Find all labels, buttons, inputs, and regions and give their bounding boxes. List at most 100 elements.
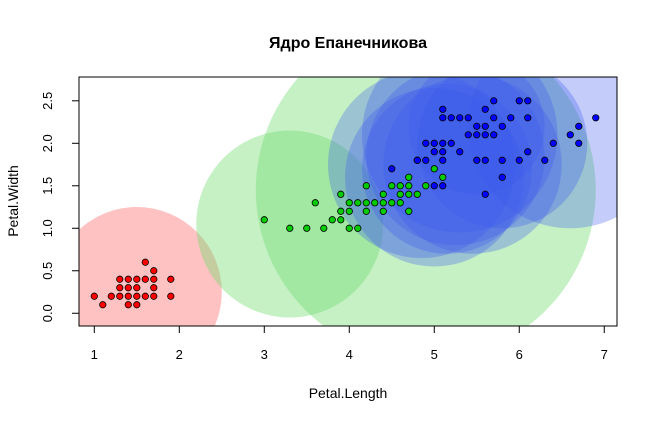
data-point-class-3 (498, 173, 506, 181)
data-point-class-3 (439, 105, 447, 113)
y-axis-label: Petal.Width (5, 165, 21, 237)
data-point-class-2 (328, 216, 336, 224)
data-point-class-3 (481, 122, 489, 130)
data-point-class-3 (439, 156, 447, 164)
data-point-class-3 (481, 190, 489, 198)
data-point-class-1 (107, 292, 115, 300)
kernel-circles (79, 77, 617, 326)
data-point-class-3 (439, 148, 447, 156)
y-tick-label: 1.5 (40, 177, 55, 195)
data-point-class-3 (430, 182, 438, 190)
data-point-class-3 (490, 97, 498, 105)
data-point-class-2 (396, 199, 404, 207)
data-point-class-3 (490, 131, 498, 139)
data-point-class-2 (396, 190, 404, 198)
kernel-circle-class-3 (383, 77, 562, 254)
data-point-class-2 (362, 182, 370, 190)
data-point-class-3 (464, 114, 472, 122)
x-axis: 1 2 3 4 5 6 7 (91, 325, 608, 362)
data-point-class-1 (141, 258, 149, 266)
data-point-class-2 (337, 190, 345, 198)
data-point-class-2 (354, 224, 362, 232)
data-point-class-3 (592, 114, 600, 122)
data-point-class-3 (439, 139, 447, 147)
data-point-class-2 (337, 216, 345, 224)
y-tick-label: 2.5 (40, 92, 55, 110)
chart-title: Ядро Епанечникова (269, 35, 427, 52)
x-tick-label: 6 (516, 347, 523, 362)
data-point-class-2 (396, 182, 404, 190)
data-point-class-3 (473, 131, 481, 139)
data-point-class-3 (422, 139, 430, 147)
data-point-class-2 (379, 199, 387, 207)
x-tick-label: 7 (601, 347, 608, 362)
kernel-circle-class-3 (328, 77, 515, 258)
data-point-class-3 (524, 114, 532, 122)
x-tick-label: 1 (91, 347, 98, 362)
y-axis: 0.0 0.5 1.0 1.5 2.0 2.5 (40, 92, 80, 322)
data-point-class-1 (150, 275, 158, 283)
data-point-class-3 (439, 182, 447, 190)
data-point-class-2 (379, 190, 387, 198)
data-point-class-2 (405, 190, 413, 198)
data-point-class-3 (447, 114, 455, 122)
data-point-class-3 (481, 131, 489, 139)
x-tick-label: 5 (431, 347, 438, 362)
data-point-class-2 (379, 207, 387, 215)
data-point-class-2 (439, 173, 447, 181)
data-point-class-3 (515, 156, 523, 164)
data-point-class-2 (303, 224, 311, 232)
y-tick-label: 0.0 (40, 304, 55, 322)
x-axis-label: Petal.Length (309, 385, 388, 401)
data-point-class-2 (405, 173, 413, 181)
kernel-circle-class-1 (79, 207, 222, 326)
data-point-class-2 (311, 199, 319, 207)
data-point-class-1 (133, 284, 141, 292)
data-point-class-2 (345, 207, 353, 215)
data-point-class-3 (413, 156, 421, 164)
data-point-class-2 (345, 224, 353, 232)
data-point-class-1 (150, 292, 158, 300)
data-point-class-2 (345, 199, 353, 207)
data-point-class-3 (524, 97, 532, 105)
data-point-class-3 (456, 114, 464, 122)
data-point-class-2 (337, 207, 345, 215)
data-point-class-3 (430, 148, 438, 156)
data-point-class-1 (141, 292, 149, 300)
kernel-circle-class-2 (196, 130, 384, 318)
data-point-class-3 (566, 131, 574, 139)
data-point-class-1 (133, 301, 141, 309)
y-tick-label: 0.5 (40, 262, 55, 280)
data-point-class-3 (473, 122, 481, 130)
data-point-class-3 (430, 139, 438, 147)
data-point-class-3 (541, 156, 549, 164)
y-tick-label: 2.0 (40, 134, 55, 152)
data-point-class-2 (430, 165, 438, 173)
kernel-circle-class-3 (362, 83, 533, 254)
data-point-class-3 (498, 156, 506, 164)
data-point-class-1 (133, 275, 141, 283)
data-point-class-3 (549, 139, 557, 147)
data-point-class-3 (473, 156, 481, 164)
data-point-class-2 (422, 182, 430, 190)
data-point-class-3 (456, 148, 464, 156)
data-point-class-1 (124, 284, 132, 292)
data-point-class-2 (362, 207, 370, 215)
data-point-class-2 (413, 190, 421, 198)
data-point-class-1 (167, 275, 175, 283)
data-point-class-1 (124, 275, 132, 283)
x-tick-label: 3 (261, 347, 268, 362)
data-point-class-1 (116, 284, 124, 292)
data-point-class-1 (150, 267, 158, 275)
data-point-class-3 (464, 131, 472, 139)
data-point-class-3 (507, 114, 515, 122)
data-point-class-3 (524, 148, 532, 156)
data-point-class-1 (116, 275, 124, 283)
x-tick-label: 2 (176, 347, 183, 362)
data-point-class-3 (490, 114, 498, 122)
data-point-class-3 (447, 139, 455, 147)
data-point-class-2 (405, 182, 413, 190)
data-point-class-3 (422, 156, 430, 164)
data-point-class-3 (439, 114, 447, 122)
